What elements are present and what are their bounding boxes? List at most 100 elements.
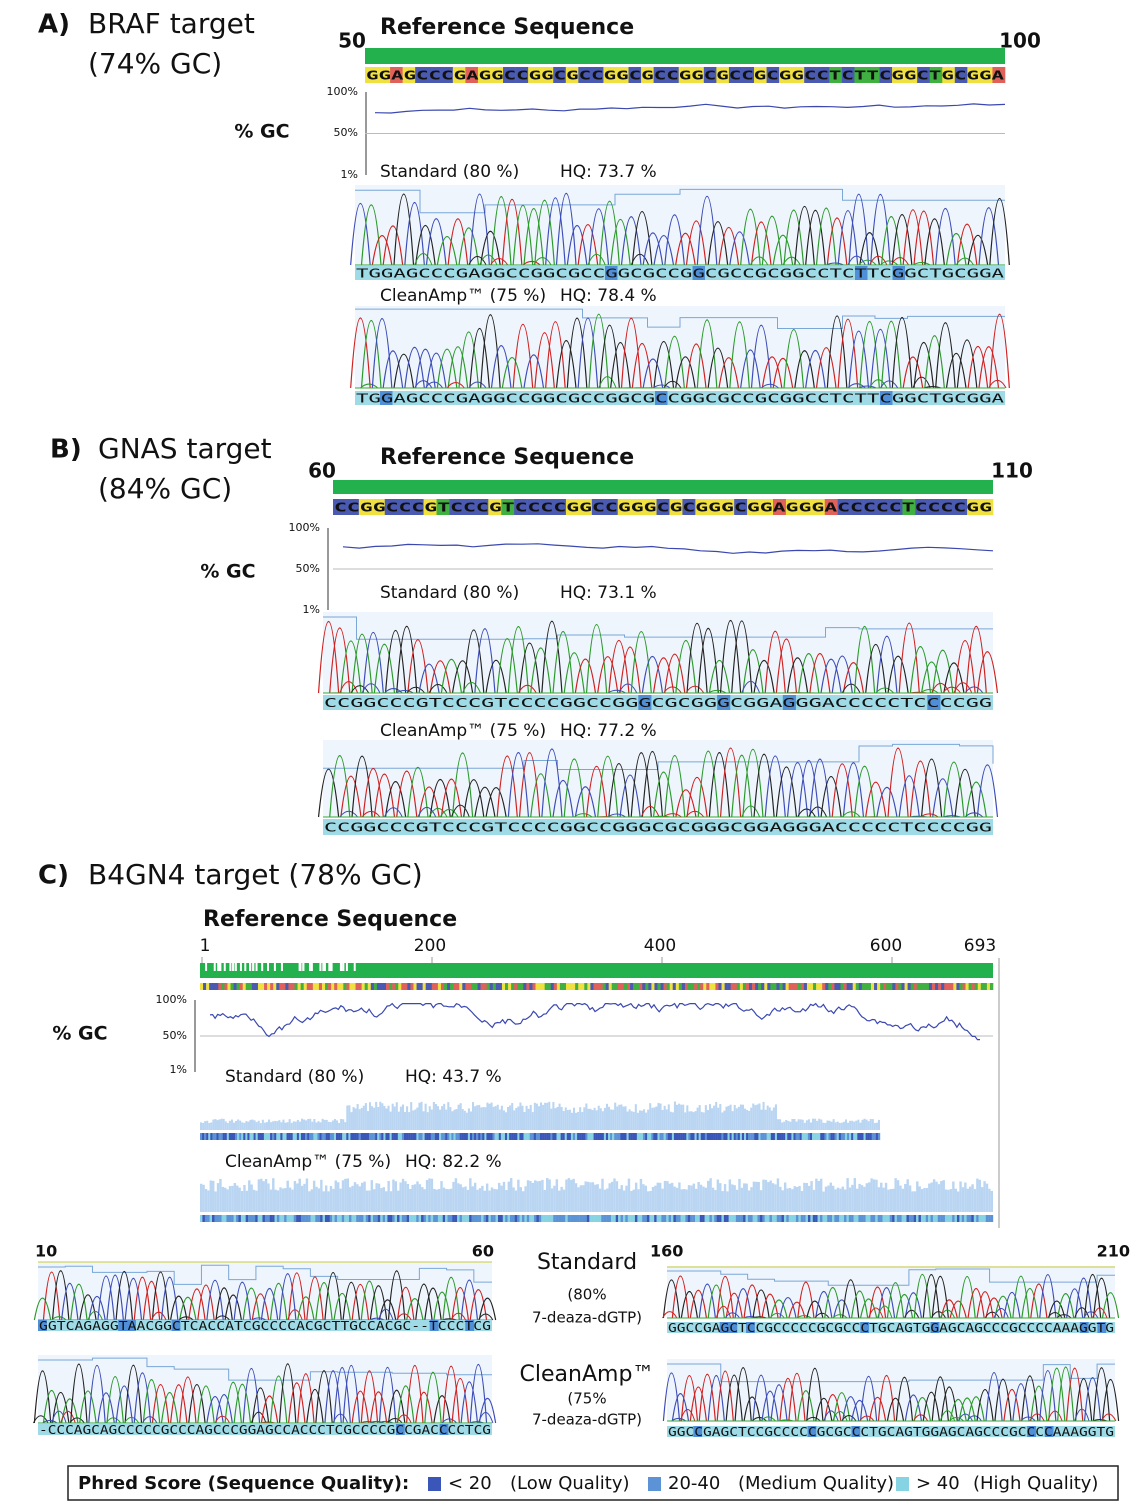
quality-cell <box>339 1215 342 1222</box>
quality-cell <box>462 1215 465 1222</box>
position-label: 693 <box>964 936 996 956</box>
quality-cell <box>818 1133 820 1140</box>
quality-cell <box>882 1215 885 1222</box>
base-cell <box>676 983 679 990</box>
quality-cell <box>581 1133 583 1140</box>
quality-cell <box>280 1133 282 1140</box>
quality-cell <box>926 1215 929 1222</box>
base-cell <box>749 983 752 990</box>
base-cell <box>554 983 557 990</box>
quality-bar <box>885 1183 887 1212</box>
quality-cell <box>705 1215 708 1222</box>
base-cell <box>508 983 511 990</box>
quality-cell <box>472 1133 474 1140</box>
quality-bar <box>524 1186 526 1212</box>
quality-cell <box>775 1133 777 1140</box>
quality-cell <box>419 1215 422 1222</box>
quality-cell <box>410 1133 412 1140</box>
gap-tick <box>346 963 348 971</box>
quality-cell <box>577 1133 579 1140</box>
quality-bar <box>894 1178 896 1212</box>
quality-cell <box>371 1133 373 1140</box>
base-cell <box>789 983 792 990</box>
quality-cell <box>670 1133 672 1140</box>
base-cell <box>597 983 600 990</box>
quality-bar <box>344 1122 346 1130</box>
quality-bar <box>368 1190 370 1212</box>
quality-cell <box>630 1215 633 1222</box>
quality-bar <box>381 1103 383 1130</box>
quality-bar <box>750 1108 752 1130</box>
quality-cell <box>856 1215 859 1222</box>
gc-label: % GC <box>200 561 255 583</box>
quality-bar <box>991 1191 993 1212</box>
quality-bar <box>282 1188 284 1212</box>
base-cell <box>828 983 831 990</box>
quality-cell <box>499 1133 501 1140</box>
quality-cell <box>291 1215 294 1222</box>
legend-swatch <box>896 1477 909 1491</box>
base-cell <box>786 983 789 990</box>
base-cell <box>831 983 834 990</box>
quality-bar <box>301 1119 303 1130</box>
quality-cell <box>885 1215 888 1222</box>
quality-bar <box>815 1179 817 1212</box>
quality-bar <box>787 1121 789 1130</box>
quality-cell <box>255 1215 258 1222</box>
quality-bar <box>420 1102 422 1130</box>
quality-cell <box>512 1215 515 1222</box>
quality-cell <box>225 1133 227 1140</box>
base-cell <box>639 983 642 990</box>
quality-cell <box>919 1215 922 1222</box>
quality-cell <box>515 1215 518 1222</box>
reference-title: Reference Sequence <box>380 15 634 40</box>
quality-bar <box>250 1185 252 1212</box>
quality-cell <box>673 1215 676 1222</box>
quality-cell <box>452 1215 455 1222</box>
base-cell <box>752 983 755 990</box>
quality-bar <box>352 1107 354 1130</box>
quality-bar <box>366 1191 368 1212</box>
base-cell <box>883 983 886 990</box>
base-cell <box>292 983 295 990</box>
quality-bar <box>816 1121 818 1130</box>
quality-bar <box>451 1111 453 1130</box>
quality-cell <box>803 1215 806 1222</box>
quality-bar <box>645 1186 647 1212</box>
quality-bar <box>221 1119 223 1130</box>
quality-cell <box>227 1133 229 1140</box>
quality-cell <box>616 1215 619 1222</box>
base-cell <box>667 983 670 990</box>
quality-bar <box>375 1183 377 1212</box>
quality-bar <box>826 1121 828 1130</box>
quality-bar <box>724 1184 726 1212</box>
quality-bar <box>676 1105 678 1130</box>
trace-name: Standard (80 %) <box>380 162 519 182</box>
quality-cell <box>246 1215 249 1222</box>
quality-bar <box>476 1190 478 1212</box>
quality-cell <box>484 1133 486 1140</box>
quality-bar <box>882 1188 884 1212</box>
quality-bar <box>604 1108 606 1130</box>
quality-cell <box>460 1133 462 1140</box>
quality-bar <box>267 1184 269 1212</box>
base-cell <box>584 983 587 990</box>
base-cell <box>612 983 615 990</box>
quality-cell <box>849 1133 851 1140</box>
base-cell <box>847 983 850 990</box>
base-cell <box>627 983 630 990</box>
quality-bar <box>725 1107 727 1130</box>
quality-cell <box>468 1133 470 1140</box>
base-cell <box>892 983 895 990</box>
quality-cell <box>214 1133 216 1140</box>
quality-bar <box>291 1190 293 1212</box>
gap-tick <box>340 963 342 971</box>
quality-cell <box>642 1215 645 1222</box>
quality-cell <box>276 1133 278 1140</box>
quality-bar <box>705 1105 707 1130</box>
quality-cell <box>664 1215 667 1222</box>
quality-cell <box>798 1215 801 1222</box>
quality-bar <box>204 1121 206 1130</box>
base-cell <box>475 983 478 990</box>
quality-cell <box>592 1215 595 1222</box>
